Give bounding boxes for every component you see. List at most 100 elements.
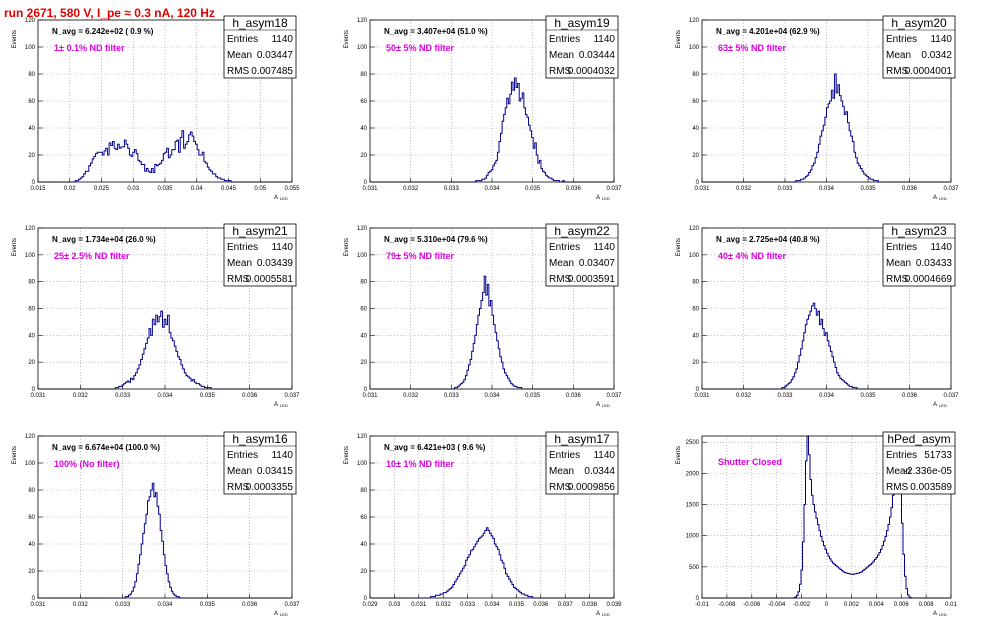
y-tick-label: 60 bbox=[692, 99, 699, 105]
stats-value: 1140 bbox=[593, 34, 615, 45]
y-axis-label: Events bbox=[12, 446, 18, 464]
x-tick-label: 0.037 bbox=[943, 186, 959, 192]
x-tick-label: 0.032 bbox=[403, 186, 419, 192]
histogram-line bbox=[702, 302, 951, 390]
stats-value: 0.0009856 bbox=[568, 482, 616, 493]
plot-frame bbox=[369, 227, 615, 390]
x-tick-label: 0.033 bbox=[777, 186, 793, 192]
navg-label: N_avg = 5.310e+04 (79.6 %) bbox=[384, 235, 488, 244]
y-tick-label: 20 bbox=[692, 360, 699, 366]
y-tick-label: 0 bbox=[364, 180, 368, 186]
stats-value: 0.0004001 bbox=[905, 66, 953, 77]
y-tick-label: 20 bbox=[360, 153, 367, 159]
stats-label: Entries bbox=[227, 242, 258, 253]
filter-label: 40± 4% ND filter bbox=[718, 251, 786, 261]
x-tick-label: 0.037 bbox=[606, 186, 622, 192]
x-tick-label: 0.036 bbox=[242, 602, 258, 608]
x-tick-label: 0.035 bbox=[860, 186, 876, 192]
stats-value: 0.007485 bbox=[251, 66, 293, 77]
stats-box bbox=[882, 431, 956, 495]
histogram-panel: Events 0.031 0.032 0.033 0.034 0.035 0.036 0.03… bbox=[12, 223, 300, 408]
x-tick-label: 0.036 bbox=[566, 393, 582, 399]
histogram-panel: Events 0.029 0.03 0.031 0.032 0.033 0.034 0.035… bbox=[344, 431, 622, 617]
x-tick-label: 0.032 bbox=[736, 393, 752, 399]
x-tick-label: 0.035 bbox=[525, 393, 541, 399]
filter-label: 50± 5% ND filter bbox=[386, 43, 454, 53]
x-tick-label: 0.035 bbox=[860, 393, 876, 399]
x-tick-label: 0.034 bbox=[157, 602, 173, 608]
x-tick-label: 0.045 bbox=[221, 186, 237, 192]
y-tick-label: 60 bbox=[360, 307, 367, 313]
stats-value: 0.03439 bbox=[257, 258, 294, 269]
stats-label: Entries bbox=[886, 450, 917, 461]
y-tick-label: 60 bbox=[28, 307, 35, 313]
x-tick-label: 0.031 bbox=[362, 186, 378, 192]
y-tick-label: 80 bbox=[28, 488, 35, 494]
x-tick-label: 0 bbox=[825, 602, 829, 608]
y-tick-label: 0 bbox=[32, 387, 36, 393]
y-tick-label: 40 bbox=[28, 126, 35, 132]
x-tick-label: 0.04 bbox=[191, 186, 203, 192]
x-tick-label: 0.05 bbox=[254, 186, 266, 192]
x-tick-label: -0.008 bbox=[718, 602, 736, 608]
stats-label: Entries bbox=[886, 242, 917, 253]
plot-frame bbox=[701, 227, 952, 390]
x-tick-label: 0.006 bbox=[894, 602, 910, 608]
x-tick-label: 0.035 bbox=[525, 186, 541, 192]
x-axis-label: A LED bbox=[933, 402, 947, 408]
stats-label: Mean bbox=[227, 258, 252, 269]
y-tick-label: 0 bbox=[32, 180, 36, 186]
histogram-name: hPed_asym bbox=[887, 432, 950, 446]
stats-label: Entries bbox=[549, 242, 580, 253]
stats-label: Mean bbox=[549, 258, 574, 269]
y-tick-label: 100 bbox=[25, 253, 36, 259]
y-axis-label: Events bbox=[12, 30, 18, 48]
stats-label: RMS bbox=[549, 66, 572, 77]
x-tick-label: 0.032 bbox=[403, 393, 419, 399]
plot-frame bbox=[369, 435, 615, 599]
stats-box bbox=[223, 15, 297, 79]
x-tick-label: 0.035 bbox=[200, 602, 216, 608]
stats-label: Mean bbox=[549, 50, 574, 61]
y-tick-label: 100 bbox=[25, 461, 36, 467]
x-tick-label: 0.036 bbox=[566, 186, 582, 192]
x-tick-label: 0.03 bbox=[389, 602, 401, 608]
navg-label: N_avg = 2.725e+04 (40.8 %) bbox=[716, 235, 820, 244]
y-tick-label: 100 bbox=[357, 253, 368, 259]
y-tick-label: 80 bbox=[360, 280, 367, 286]
y-tick-label: 500 bbox=[689, 565, 700, 571]
histogram-name: h_asym16 bbox=[232, 432, 288, 446]
x-tick-label: 0.031 bbox=[30, 393, 46, 399]
x-tick-label: 0.033 bbox=[115, 602, 131, 608]
x-tick-label: 0.034 bbox=[819, 186, 835, 192]
x-tick-label: 0.037 bbox=[606, 393, 622, 399]
stats-value: 0.0344 bbox=[584, 466, 615, 477]
stats-value: 0.03407 bbox=[579, 258, 616, 269]
x-tick-label: 0.004 bbox=[869, 602, 885, 608]
x-tick-label: 0.031 bbox=[694, 186, 710, 192]
histogram-panels: Events 0.015 0.02 0.025 0.03 0.035 0.04 0.045 0.… bbox=[12, 15, 959, 617]
x-tick-label: 0.002 bbox=[844, 602, 860, 608]
y-tick-label: 120 bbox=[689, 226, 700, 232]
y-axis-label: Events bbox=[344, 238, 350, 256]
run-title: run 2671, 580 V, I_pe ≈ 0.3 nA, 120 Hz bbox=[4, 6, 215, 20]
stats-box bbox=[882, 15, 956, 79]
y-tick-label: 20 bbox=[360, 569, 367, 575]
navg-label: N_avg = 6.242e+02 ( 0.9 %) bbox=[52, 27, 154, 36]
y-tick-label: 40 bbox=[360, 126, 367, 132]
x-axis-label: A LED bbox=[274, 195, 288, 201]
stats-box bbox=[882, 223, 956, 287]
y-tick-label: 80 bbox=[360, 72, 367, 78]
plot-frame bbox=[37, 435, 293, 599]
y-tick-label: 100 bbox=[357, 45, 368, 51]
stats-value: 51733 bbox=[924, 450, 952, 461]
y-tick-label: 0 bbox=[696, 387, 700, 393]
stats-label: RMS bbox=[886, 66, 909, 77]
y-tick-label: 20 bbox=[360, 360, 367, 366]
x-tick-label: -0.004 bbox=[768, 602, 786, 608]
x-axis-label: A LED bbox=[933, 195, 947, 201]
stats-label: Mean bbox=[549, 466, 574, 477]
histogram-name: h_asym19 bbox=[554, 16, 610, 30]
y-tick-label: 20 bbox=[692, 153, 699, 159]
